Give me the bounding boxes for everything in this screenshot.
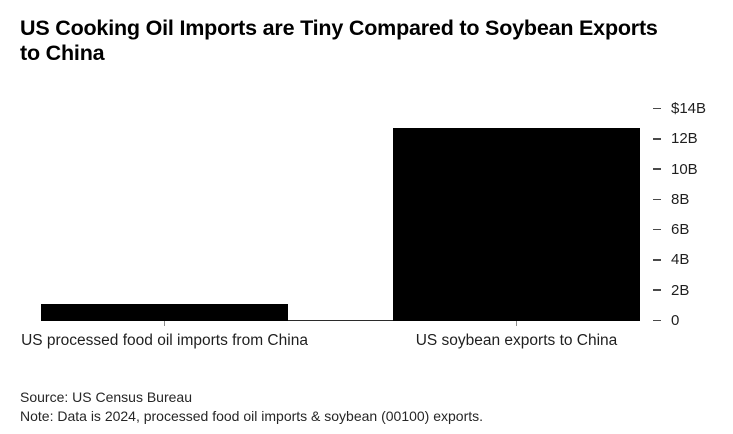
chart-title-line1: US Cooking Oil Imports are Tiny Compared… [20,16,658,40]
y-axis-tick [653,228,661,231]
y-axis-tick-label: 6B [671,221,690,239]
bar [41,303,288,321]
y-axis-tick-label: 8B [671,190,690,208]
y-axis-tick [653,107,661,110]
y-axis-tick [653,168,661,170]
y-axis-tick [653,289,661,291]
y-axis-tick-label: 4B [671,251,690,269]
bar [393,128,640,321]
y-axis-tick [653,198,661,201]
source-text: Source: US Census Bureau [20,389,192,405]
y-axis-tick [653,137,661,140]
x-axis-tick [515,321,518,327]
y-axis-tick-label: 2B [671,281,690,299]
x-axis-tick [163,321,166,327]
note-text: Note: Data is 2024, processed food oil i… [20,408,484,424]
chart-title: US Cooking Oil Imports are Tiny Compared… [20,16,658,66]
x-axis-line [41,319,640,322]
chart-title-line2: to China [20,41,105,65]
y-axis-tick-label: $14B [671,100,707,117]
chart-footer: Source: US Census Bureau Note: Data is 2… [20,388,483,426]
y-axis-tick-label: 0 [671,312,680,329]
y-axis-tick [653,319,661,322]
x-axis-category-label: US processed food oil imports from China [21,331,308,349]
y-axis-tick [653,259,661,261]
x-axis-category-label: US soybean exports to China [415,331,618,349]
y-axis-tick-label: 12B [671,130,698,148]
y-axis-tick-label: 10B [671,160,698,178]
